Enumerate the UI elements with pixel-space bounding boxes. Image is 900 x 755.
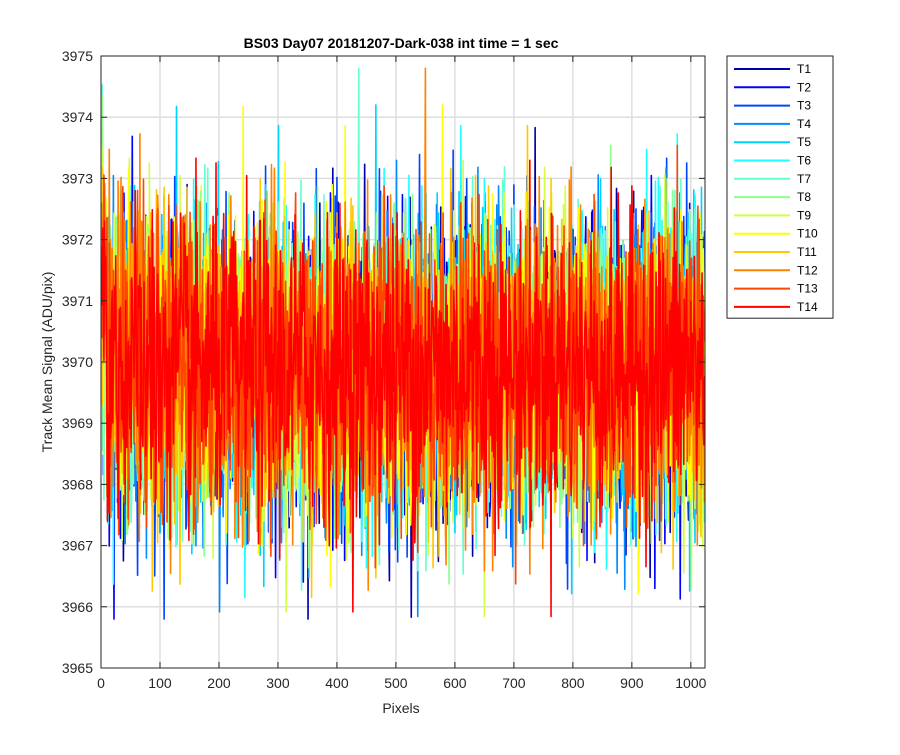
x-tick-label: 800 <box>561 675 585 691</box>
y-tick-label: 3969 <box>62 415 93 431</box>
x-tick-label: 300 <box>266 675 290 691</box>
legend-label-t11: T11 <box>797 245 817 259</box>
x-tick-label: 1000 <box>675 675 706 691</box>
x-tick-label: 500 <box>384 675 408 691</box>
legend-label-t3: T3 <box>797 99 811 113</box>
legend-label-t5: T5 <box>797 135 811 149</box>
x-tick-label: 200 <box>207 675 231 691</box>
y-axis-label: Track Mean Signal (ADU/pix) <box>39 272 55 453</box>
legend-label-t10: T10 <box>797 227 818 241</box>
x-tick-label: 0 <box>97 675 105 691</box>
legend-label-t7: T7 <box>797 172 811 186</box>
legend-label-t2: T2 <box>797 80 811 94</box>
legend-box <box>726 55 834 319</box>
ticks: 0 100 200 300 400 500 600 700 800 900 1000 3965 3966… <box>62 48 707 691</box>
x-tick-label: 600 <box>443 675 467 691</box>
x-tick-label: 400 <box>325 675 349 691</box>
legend-label-t12: T12 <box>797 263 818 277</box>
y-tick-label: 3970 <box>62 354 93 370</box>
y-tick-label: 3975 <box>62 48 93 64</box>
y-tick-label: 3966 <box>62 599 93 615</box>
legend-label-t14: T14 <box>797 300 818 314</box>
legend[interactable]: T1 T2 T3 T4 T5 T6 T7 T8 T9 T10 T11 T12 T13 T14 <box>726 55 834 319</box>
chart-title: BS03 Day07 20181207-Dark-038 int time = … <box>244 35 559 51</box>
x-tick-label: 900 <box>620 675 644 691</box>
x-tick-label: 100 <box>148 675 172 691</box>
legend-label-t4: T4 <box>797 117 811 131</box>
y-tick-label: 3967 <box>62 538 93 554</box>
y-tick-label: 3968 <box>62 476 93 492</box>
legend-label-t9: T9 <box>797 208 811 222</box>
legend-label-t8: T8 <box>797 190 811 204</box>
legend-label-t1: T1 <box>797 62 811 76</box>
y-tick-label: 3971 <box>62 293 93 309</box>
legend-label-t6: T6 <box>797 154 811 168</box>
y-tick-label: 3965 <box>62 660 93 676</box>
series-layer <box>101 67 705 620</box>
series-line-t14 <box>101 157 705 618</box>
x-axis-label: Pixels <box>382 700 419 716</box>
x-tick-label: 700 <box>502 675 526 691</box>
legend-label-t13: T13 <box>797 282 818 296</box>
y-tick-label: 3974 <box>62 109 93 125</box>
y-tick-label: 3972 <box>62 232 93 248</box>
y-tick-label: 3973 <box>62 170 93 186</box>
